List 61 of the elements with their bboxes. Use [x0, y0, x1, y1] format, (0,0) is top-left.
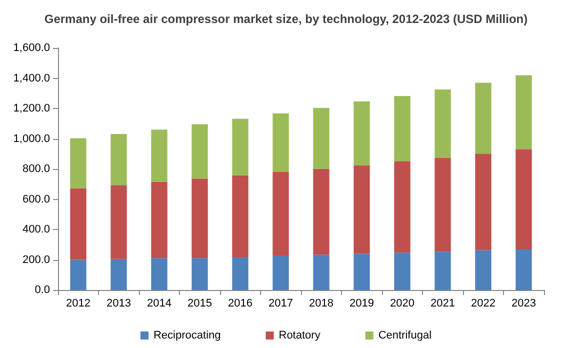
bar	[475, 154, 492, 250]
y-tick-label: 1,000.0	[13, 132, 50, 145]
y-tick-label: 1,200.0	[13, 102, 50, 114]
legend-label: Reciprocating	[153, 330, 221, 342]
y-tick-label: 200.0	[22, 254, 50, 266]
x-tick-label: 2016	[228, 298, 252, 310]
bar	[475, 82, 492, 154]
bar	[232, 175, 248, 258]
x-tick-label: 2012	[66, 298, 90, 310]
bar	[434, 158, 451, 252]
bar	[110, 258, 127, 290]
y-tick-label: 800.0	[22, 163, 50, 175]
x-tick-label: 2018	[309, 298, 334, 310]
bar	[151, 258, 168, 290]
bar	[272, 172, 289, 256]
bar	[151, 130, 168, 182]
y-tick-label: 400.0	[22, 224, 50, 236]
bar	[151, 182, 168, 258]
bar	[192, 178, 208, 258]
bar	[354, 101, 370, 166]
bar	[272, 113, 289, 172]
y-tick-label: 0.0	[34, 284, 50, 296]
bar	[354, 254, 370, 290]
bar	[232, 118, 248, 176]
bar	[516, 249, 532, 290]
x-tick-label: 2022	[471, 298, 496, 310]
chart-title: Germany oil-free air compressor market size, by technology, 2012-2023 (USD Million)	[44, 12, 528, 26]
bar	[70, 138, 86, 188]
x-tick-label: 2021	[430, 298, 455, 310]
bar	[110, 134, 127, 186]
y-tick-label: 1,400.0	[13, 72, 50, 84]
bar	[313, 168, 330, 255]
bar	[434, 89, 451, 158]
bar	[516, 75, 532, 150]
x-tick-label: 2017	[268, 298, 293, 310]
bar	[516, 149, 532, 250]
x-tick-label: 2015	[188, 298, 212, 310]
x-tick-label: 2014	[147, 298, 172, 310]
bar	[394, 252, 410, 290]
legend-label: Rotatory	[278, 330, 321, 342]
bar	[475, 250, 492, 290]
bar	[192, 124, 208, 179]
x-tick-label: 2013	[106, 298, 131, 310]
bar	[232, 257, 248, 290]
bar	[192, 258, 208, 290]
bar	[394, 161, 410, 253]
bar	[70, 188, 86, 260]
bar	[313, 108, 330, 169]
x-tick-label: 2019	[350, 298, 374, 310]
bar	[434, 252, 451, 290]
bar	[354, 166, 370, 254]
x-tick-label: 2020	[390, 298, 414, 310]
bar	[313, 254, 330, 290]
bar	[272, 256, 289, 290]
x-tick-label: 2023	[512, 298, 536, 310]
y-tick-label: 1,600.0	[13, 42, 50, 54]
bar	[70, 260, 86, 290]
bar	[110, 185, 127, 259]
y-tick-label: 600.0	[22, 193, 50, 206]
legend-label: Centrifugal	[378, 330, 432, 342]
bar	[394, 96, 410, 162]
